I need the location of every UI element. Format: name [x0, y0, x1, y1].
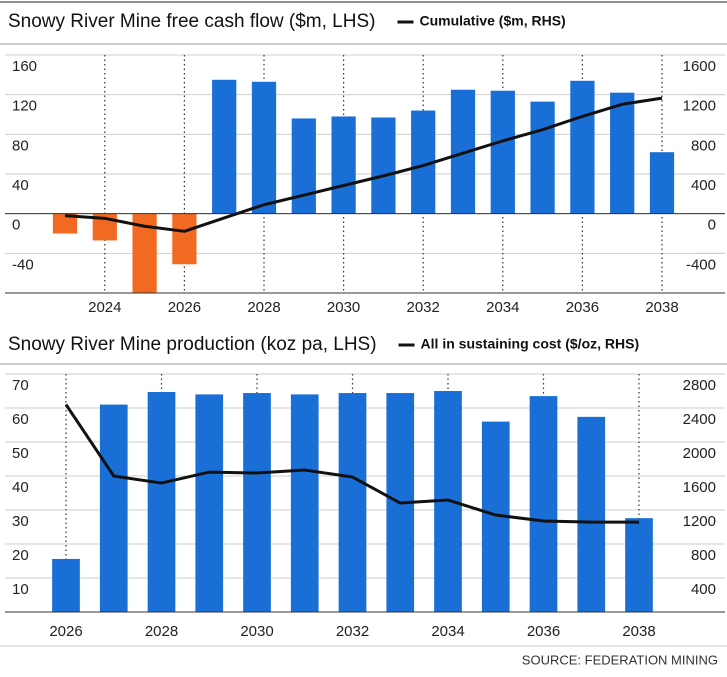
bar — [371, 117, 396, 214]
legend-label: Cumulative ($m, RHS) — [419, 13, 565, 29]
y2-tick-label: 2400 — [683, 411, 716, 428]
y-tick-label: 50 — [12, 445, 29, 462]
y-tick-label: 20 — [12, 547, 29, 564]
x-tick-label: 2036 — [566, 299, 599, 316]
bar — [147, 392, 176, 612]
bar — [649, 152, 675, 214]
line — [64, 403, 639, 524]
bar — [610, 92, 635, 214]
y-tick-label: 0 — [12, 217, 20, 234]
x-tick-label: 2032 — [336, 623, 369, 640]
y2-tick-label: 2000 — [683, 445, 716, 462]
y2-tick-label: 1600 — [683, 58, 716, 75]
y2-tick-label: 1600 — [683, 479, 716, 496]
x-tick-label: 2028 — [247, 299, 280, 316]
bar — [338, 393, 367, 612]
y-tick-label: 80 — [12, 137, 29, 154]
y2-tick-label: 0 — [708, 217, 716, 234]
x-tick-label: 2028 — [145, 623, 178, 640]
x-tick-label: 2032 — [407, 299, 440, 316]
bar — [529, 396, 558, 612]
bar — [251, 81, 277, 214]
x-tick-label: 2024 — [88, 299, 121, 316]
y-tick-label: 60 — [12, 411, 29, 428]
bar — [625, 518, 653, 612]
x-tick-label: 2038 — [622, 623, 655, 640]
y2-tick-label: 400 — [691, 581, 716, 598]
bar — [99, 404, 128, 612]
bar — [172, 213, 197, 265]
y-tick-label: 160 — [12, 58, 37, 75]
x-tick-label: 2034 — [486, 299, 519, 316]
bar — [577, 416, 606, 612]
bar — [291, 118, 316, 214]
bar — [290, 394, 319, 612]
y2-tick-label: 800 — [691, 547, 716, 564]
y2-tick-label: -400 — [686, 256, 716, 273]
y-tick-label: 40 — [12, 479, 29, 496]
legend-label: All in sustaining cost ($/oz, RHS) — [421, 336, 640, 352]
y2-tick-label: 2800 — [683, 377, 716, 394]
y-tick-label: 120 — [12, 98, 37, 115]
y-tick-label: -40 — [12, 256, 34, 273]
x-tick-label: 2030 — [327, 299, 360, 316]
bar — [530, 101, 555, 214]
bar — [52, 558, 80, 612]
y-tick-label: 10 — [12, 581, 29, 598]
y2-tick-label: 800 — [691, 137, 716, 154]
x-tick-label: 2036 — [527, 623, 560, 640]
x-tick-label: 2034 — [431, 623, 464, 640]
chart-title: Snowy River Mine free cash flow ($m, LHS… — [8, 11, 375, 32]
x-tick-label: 2038 — [645, 299, 678, 316]
line — [64, 96, 663, 233]
y-tick-label: 30 — [12, 513, 29, 530]
bar — [570, 80, 595, 214]
bar — [331, 116, 356, 214]
chart-title: Snowy River Mine production (koz pa, LHS… — [8, 334, 377, 355]
bar — [243, 393, 271, 612]
y-tick-label: 40 — [12, 177, 29, 194]
bar — [52, 213, 78, 234]
bar — [490, 90, 515, 214]
source: SOURCE: FEDERATION MINING — [522, 652, 718, 667]
x-tick-label: 2026 — [168, 299, 201, 316]
bar — [195, 394, 224, 612]
y2-tick-label: 1200 — [683, 513, 716, 530]
bar — [212, 79, 237, 214]
y2-tick-label: 1200 — [683, 98, 716, 115]
x-tick-label: 2026 — [49, 623, 82, 640]
x-tick-label: 2030 — [240, 623, 273, 640]
y2-tick-label: 400 — [691, 177, 716, 194]
y-tick-label: 70 — [12, 377, 29, 394]
